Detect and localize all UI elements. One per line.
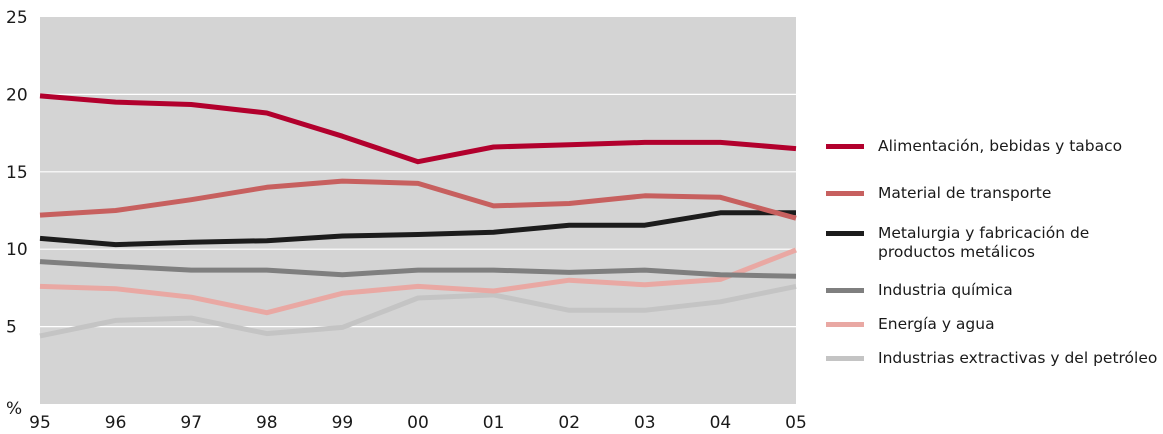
legend-swatch [826,288,864,293]
x-tick-label: 02 [558,413,580,433]
series-line-2 [39,178,797,221]
legend-swatch [826,144,864,149]
x-tick-label: 99 [332,413,354,433]
legend-label: Alimentación, bebidas y tabaco [878,137,1123,155]
legend-label: Industrias extractivas y del petróleo [878,349,1158,367]
legend-swatch [826,191,864,196]
y-axis-ticks: 25 20 15 10 5 [6,8,28,338]
plot-background [40,17,796,404]
x-tick-label: 98 [256,413,278,433]
x-tick-label: 00 [407,413,429,433]
legend-swatch [826,322,864,327]
x-tick-label: 01 [483,413,505,433]
series-line-3 [39,210,796,248]
legend-label: Material de transporte [878,184,1052,202]
x-tick-label: 96 [105,413,127,433]
y-tick-label: 25 [6,8,28,28]
series-line-1 [39,93,797,165]
series-lines [39,93,797,339]
x-tick-label: 04 [710,413,732,433]
legend-label: Energía y agua [878,315,995,333]
legend-swatch [826,356,864,361]
series-line-6 [39,283,797,339]
y-tick-label: 20 [6,85,28,105]
gridlines [40,93,796,328]
x-tick-label: 97 [180,413,202,433]
x-tick-label: 03 [634,413,656,433]
y-axis-label: % [6,399,22,419]
legend-swatch [826,231,864,236]
y-tick-label: 10 [6,240,28,260]
x-tick-label: 05 [785,413,807,433]
x-tick-label: 95 [29,413,51,433]
y-tick-label: 5 [6,318,17,338]
legend-label: Metalurgia y fabricación de productos me… [878,224,1090,261]
series-line-4 [39,259,797,279]
legend-label: Industria química [878,281,1013,299]
series-line-5 [39,247,797,316]
y-tick-label: 15 [6,163,28,183]
x-axis-ticks: 95 96 97 98 99 00 01 02 03 04 05 [29,413,807,433]
